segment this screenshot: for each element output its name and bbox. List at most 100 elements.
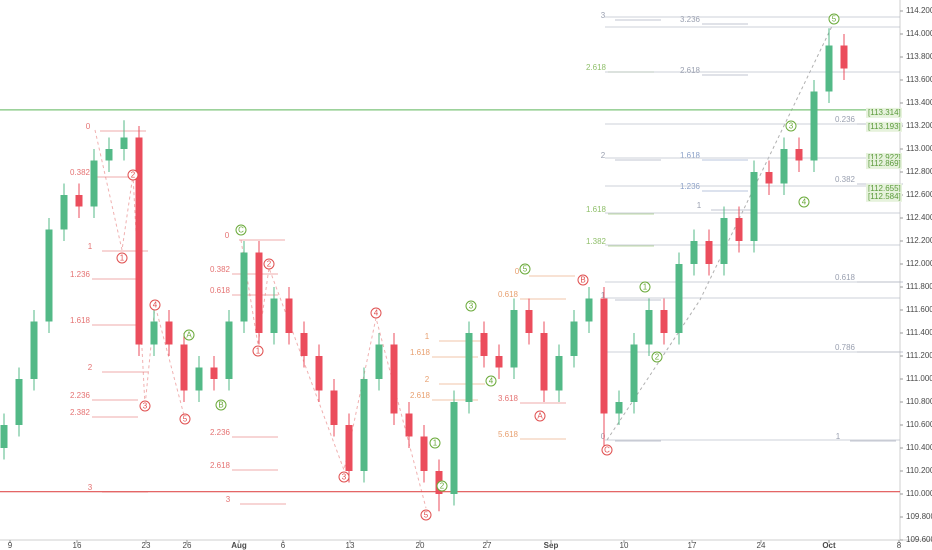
wave-marker <box>534 410 546 422</box>
price-label: [112.869] <box>868 159 901 168</box>
wave-marker <box>215 399 227 411</box>
wave-label: 2 <box>267 260 272 269</box>
wave-marker <box>235 224 247 236</box>
wave-label: 1 <box>120 254 125 263</box>
x-tick-label: 9 <box>8 541 13 550</box>
x-tick-label: Aug <box>231 541 247 550</box>
x-tick-label: 20 <box>416 541 425 550</box>
candle-body <box>675 264 683 333</box>
y-tick-label: 113.600 <box>906 75 932 84</box>
wave-label: 5 <box>424 511 429 520</box>
candle-body <box>645 310 653 345</box>
wave-marker <box>183 329 195 341</box>
y-tick-label: 113.200 <box>906 121 932 130</box>
candle-body <box>135 137 143 345</box>
wave-label: 3 <box>469 302 474 311</box>
fib-label: 3 <box>601 11 606 20</box>
y-tick-label: 114.000 <box>906 29 932 38</box>
candle-body <box>105 149 113 161</box>
candle-body <box>600 298 608 414</box>
candle-body <box>180 344 188 391</box>
wave-marker <box>485 375 497 387</box>
y-tick-label: 110.000 <box>906 489 932 498</box>
y-tick-label: 114.200 <box>906 6 932 15</box>
fib-label: 1.618 <box>70 316 91 325</box>
wave-label: 3 <box>342 473 347 482</box>
fib-label: 2.618 <box>210 461 231 470</box>
fib-label: 1 <box>836 432 841 441</box>
fib-label: 1.618 <box>680 151 701 160</box>
y-tick-label: 113.800 <box>906 52 932 61</box>
y-tick-label: 113.400 <box>906 98 932 107</box>
wave-marker <box>338 471 350 483</box>
candle-body <box>405 413 413 437</box>
wave-marker <box>420 509 432 521</box>
wave-marker <box>370 307 382 319</box>
fib-label: 1 <box>697 201 702 210</box>
candle-body <box>540 333 548 391</box>
wave-label: 1 <box>256 347 261 356</box>
candle-body <box>345 425 353 471</box>
wave-marker <box>127 169 139 181</box>
wave-marker <box>139 400 151 412</box>
fib-label: 0 <box>225 231 230 240</box>
fib-label: 0.618 <box>210 286 231 295</box>
price-label: [112.584] <box>868 192 901 201</box>
fib-label: 3 <box>88 483 93 492</box>
y-tick-label: 112.800 <box>906 167 932 176</box>
y-tick-label: 111.000 <box>906 374 932 383</box>
price-label-box <box>866 107 902 118</box>
candle-body <box>420 436 428 471</box>
wave-label: 3 <box>789 122 794 131</box>
wave-label: C <box>238 226 244 235</box>
fib-label: 0.382 <box>835 175 856 184</box>
wave-label: 3 <box>143 402 148 411</box>
candle-body <box>780 149 788 184</box>
fib-label: 2.382 <box>70 408 91 417</box>
y-tick-label: 111.400 <box>906 328 932 337</box>
fib-label: 2.618 <box>410 391 431 400</box>
wave-label: 2 <box>131 171 136 180</box>
candle-body <box>840 45 848 69</box>
fib-label: 5.618 <box>498 430 519 439</box>
price-label-box <box>866 121 902 132</box>
candle-body <box>825 45 833 92</box>
x-tick-label: 26 <box>183 541 192 550</box>
x-tick-label: 10 <box>620 541 629 550</box>
candle-body <box>285 298 293 333</box>
wave-marker <box>798 196 810 208</box>
candle-body <box>585 298 593 322</box>
y-tick-label: 113.000 <box>906 144 932 153</box>
candle-body <box>15 379 23 425</box>
candle-body <box>750 172 758 241</box>
candle-body <box>60 195 68 230</box>
wave-marker <box>519 263 531 275</box>
wave-marker <box>179 413 191 425</box>
y-tick-label: 110.800 <box>906 397 932 406</box>
candle-body <box>495 356 503 368</box>
candle-body <box>525 310 533 333</box>
fib-label: 0.618 <box>498 290 519 299</box>
fib-label: 2 <box>88 363 93 372</box>
x-tick-label: Oct <box>822 541 836 550</box>
fib-label: 1 <box>601 291 606 300</box>
wave-marker <box>116 252 128 264</box>
fib-label: 0 <box>601 432 606 441</box>
price-label-box <box>866 159 902 170</box>
wave-label: 4 <box>489 377 494 386</box>
candle-body <box>330 390 338 425</box>
fib-label: 0.236 <box>835 115 856 124</box>
candle-body <box>150 321 158 345</box>
x-tick-label: 27 <box>483 541 492 550</box>
wave-label: C <box>604 446 610 455</box>
candle-body <box>165 321 173 345</box>
fib-label: 2.618 <box>680 66 701 75</box>
fib-label: 0 <box>86 122 91 131</box>
wave-marker <box>149 299 161 311</box>
candle-body <box>120 137 128 149</box>
candle-body <box>705 241 713 264</box>
candle-body <box>225 321 233 379</box>
fib-label: 2 <box>425 375 430 384</box>
fib-label: 1.236 <box>680 182 701 191</box>
